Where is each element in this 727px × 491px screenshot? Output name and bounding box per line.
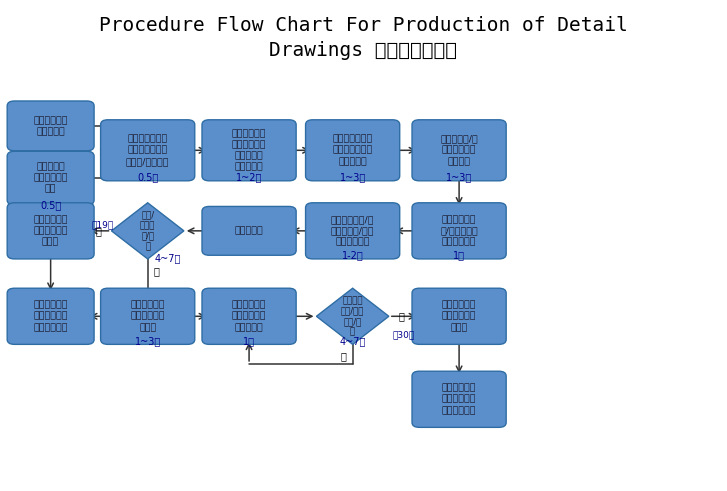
Text: 1-2天: 1-2天	[342, 250, 364, 260]
FancyBboxPatch shape	[7, 288, 94, 344]
Text: 1~3天: 1~3天	[134, 336, 161, 346]
FancyBboxPatch shape	[412, 288, 506, 344]
Text: 收集材料与设
备报审资料: 收集材料与设 备报审资料	[33, 116, 68, 136]
FancyBboxPatch shape	[7, 203, 94, 259]
Text: 是: 是	[95, 226, 101, 236]
Text: 第一次进层: 第一次进层	[235, 226, 263, 235]
Text: 1~2天: 1~2天	[236, 172, 262, 182]
Text: 收集审通过
之系统图和流
化图: 收集审通过 之系统图和流 化图	[33, 163, 68, 194]
FancyBboxPatch shape	[202, 206, 296, 255]
Text: 否: 否	[153, 266, 159, 276]
Text: 共19天: 共19天	[92, 220, 113, 229]
Text: 整理成档打印
图纸并盖章准
备再次进层: 整理成档打印 图纸并盖章准 备再次进层	[232, 300, 266, 332]
FancyBboxPatch shape	[305, 203, 400, 259]
Text: 4~7天: 4~7天	[340, 336, 366, 346]
FancyBboxPatch shape	[412, 371, 506, 427]
Polygon shape	[316, 288, 389, 344]
Text: 4~7天: 4~7天	[155, 253, 181, 263]
Text: 1天: 1天	[243, 336, 255, 346]
FancyBboxPatch shape	[202, 120, 296, 181]
Text: 1~3天: 1~3天	[446, 172, 473, 182]
Text: 否: 否	[341, 352, 347, 361]
Text: 根据系统图及原
设计平面图进行
大样图布置: 根据系统图及原 设计平面图进行 大样图布置	[332, 135, 373, 166]
Text: 形成蓝图存档
并分发给各单
位作施工之用: 形成蓝图存档 并分发给各单 位作施工之用	[442, 383, 476, 415]
FancyBboxPatch shape	[100, 288, 195, 344]
Text: Procedure Flow Chart For Production of Detail: Procedure Flow Chart For Production of D…	[99, 16, 628, 35]
Text: Drawings 大样图制作流程: Drawings 大样图制作流程	[270, 41, 457, 60]
Text: 0.5天: 0.5天	[137, 172, 158, 182]
Text: 设计/
国间审
批/批
准: 设计/ 国间审 批/批 准	[140, 211, 156, 251]
Text: 是: 是	[399, 311, 405, 321]
Text: 绘制设备及相
应配件图和现
场测绘建筑
及结构标高: 绘制设备及相 应配件图和现 场测绘建筑 及结构标高	[232, 129, 266, 171]
Text: 形成蓝图存档
并分发给各单
位作施工之用: 形成蓝图存档 并分发给各单 位作施工之用	[33, 300, 68, 332]
FancyBboxPatch shape	[412, 120, 506, 181]
FancyBboxPatch shape	[305, 120, 400, 181]
Text: 绘制设备基础
及基础大样图
并进层: 绘制设备基础 及基础大样图 并进层	[33, 215, 68, 246]
Text: 给制剩面图/立
面图和详图并
打印蓝图: 给制剩面图/立 面图和详图并 打印蓝图	[441, 135, 478, 166]
Text: 召开相关设计分
工会，明确方案
及业主/国间要求: 召开相关设计分 工会，明确方案 及业主/国间要求	[126, 135, 169, 166]
Text: 局部修改图纸/整
理图纸格式/打印
图纸准备小审: 局部修改图纸/整 理图纸格式/打印 图纸准备小审	[331, 215, 374, 246]
Polygon shape	[111, 203, 184, 259]
FancyBboxPatch shape	[7, 151, 94, 205]
FancyBboxPatch shape	[7, 101, 94, 151]
FancyBboxPatch shape	[412, 203, 506, 259]
Text: 再次进层
设计/国间
审批/批
准: 再次进层 设计/国间 审批/批 准	[341, 296, 364, 336]
Text: 检查国间审批
意见并进行图
纸修改: 检查国间审批 意见并进行图 纸修改	[130, 300, 165, 332]
FancyBboxPatch shape	[100, 120, 195, 181]
FancyBboxPatch shape	[202, 288, 296, 344]
Text: 共30天: 共30天	[393, 330, 414, 339]
Text: 1~3天: 1~3天	[340, 172, 366, 182]
Text: 组织现场工程
师/技术工程师
进行图纸检查: 组织现场工程 师/技术工程师 进行图纸检查	[441, 215, 478, 246]
Text: 1天: 1天	[453, 250, 465, 260]
Text: 0.5天: 0.5天	[40, 200, 61, 211]
Text: 给制设备基础
及基础大样图
并进层: 给制设备基础 及基础大样图 并进层	[442, 300, 476, 332]
